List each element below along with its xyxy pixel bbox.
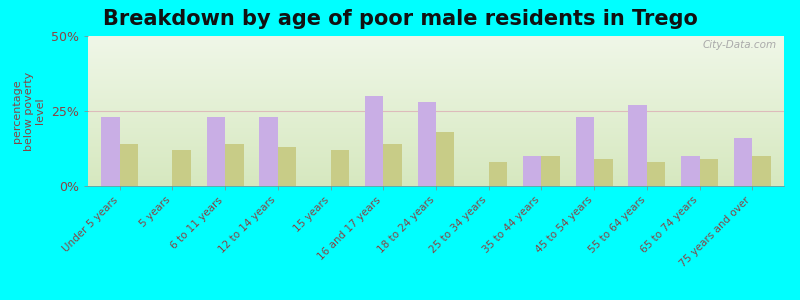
Bar bbox=[225, 144, 243, 186]
Text: City-Data.com: City-Data.com bbox=[703, 40, 777, 50]
Bar bbox=[523, 156, 542, 186]
Bar bbox=[259, 117, 278, 186]
Bar bbox=[594, 159, 613, 186]
Bar bbox=[629, 105, 647, 186]
Bar bbox=[418, 102, 436, 186]
Bar bbox=[436, 132, 454, 186]
Bar bbox=[752, 156, 771, 186]
Bar bbox=[542, 156, 560, 186]
Y-axis label: percentage
below poverty
level: percentage below poverty level bbox=[12, 71, 46, 151]
Bar bbox=[120, 144, 138, 186]
Bar bbox=[383, 144, 402, 186]
Bar bbox=[576, 117, 594, 186]
Bar bbox=[734, 138, 752, 186]
Bar bbox=[647, 162, 666, 186]
Text: Breakdown by age of poor male residents in Trego: Breakdown by age of poor male residents … bbox=[102, 9, 698, 29]
Bar bbox=[365, 96, 383, 186]
Bar bbox=[172, 150, 191, 186]
Bar bbox=[278, 147, 296, 186]
Bar bbox=[681, 156, 700, 186]
Bar bbox=[101, 117, 120, 186]
Bar bbox=[206, 117, 225, 186]
Bar bbox=[330, 150, 349, 186]
Bar bbox=[489, 162, 507, 186]
Bar bbox=[700, 159, 718, 186]
